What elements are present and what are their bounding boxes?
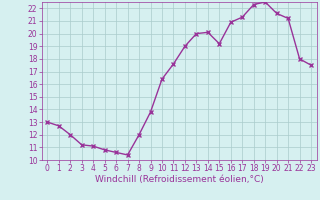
X-axis label: Windchill (Refroidissement éolien,°C): Windchill (Refroidissement éolien,°C) <box>95 175 264 184</box>
